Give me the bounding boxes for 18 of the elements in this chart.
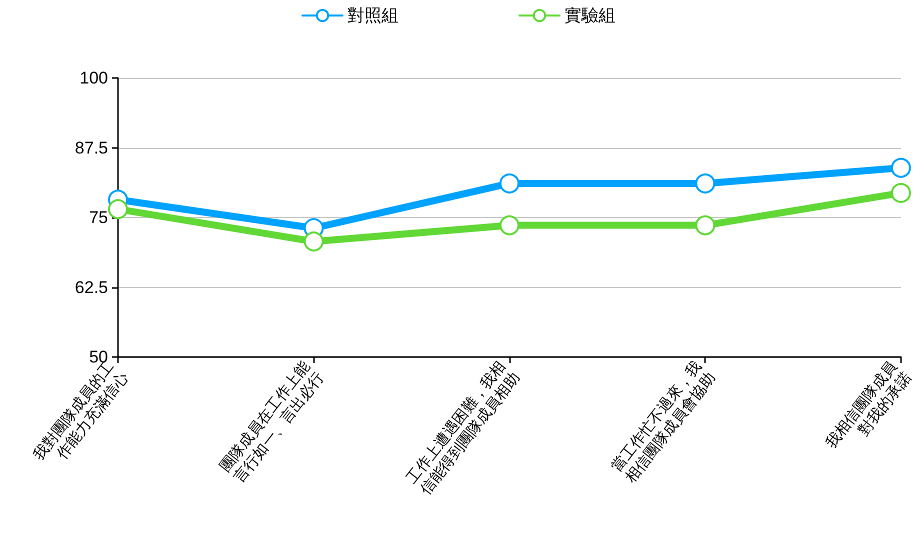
x-tick-label: 我相信團隊成員 對我的承諾 — [822, 358, 915, 452]
point — [890, 158, 911, 178]
legend-label: 實驗組 — [564, 6, 616, 25]
y-tick-label: 87.5 — [74, 138, 108, 158]
x-tick-label: 當工作忙不過來，我 相信團隊成員會協助 — [608, 358, 720, 486]
point — [304, 232, 324, 252]
y-tick-label: 62.5 — [74, 278, 108, 297]
legend-label: 對照組 — [348, 6, 398, 25]
x-tick-label: 工作上遭遇困難，我相 信能得到團隊成員相助 — [403, 358, 524, 498]
point — [108, 199, 128, 220]
y-tick-label: 100 — [80, 68, 108, 88]
y-tick-label: 75 — [89, 208, 108, 227]
point — [890, 182, 911, 203]
point — [500, 173, 520, 194]
point — [500, 215, 520, 236]
point — [695, 173, 716, 194]
point — [695, 215, 716, 236]
x-tick-label: 團隊成員在工作上能 言行如一、言出必行 — [216, 358, 328, 486]
